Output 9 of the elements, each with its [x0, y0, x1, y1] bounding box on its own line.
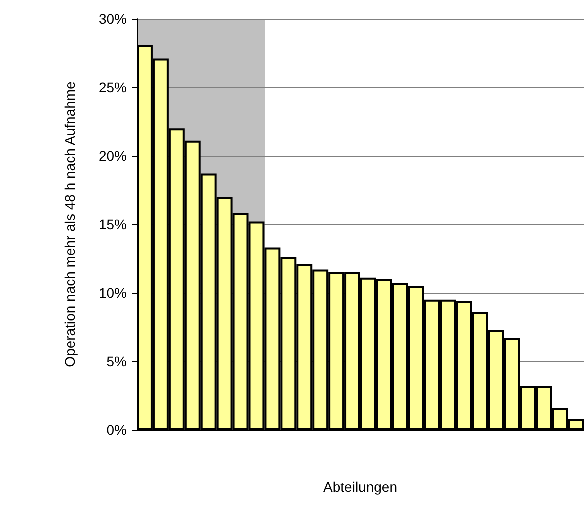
y-tick-label: 5% — [106, 354, 127, 370]
y-tick-label: 20% — [98, 148, 127, 164]
y-axis-title: Operation nach mehr als 48 h nach Aufnahme — [62, 81, 78, 368]
y-tick-label: 0% — [106, 422, 127, 438]
y-tick-label: 10% — [98, 285, 127, 301]
x-axis-title: Abteilungen — [324, 479, 398, 495]
y-tick-label: 25% — [98, 80, 127, 96]
y-tick-label: 30% — [98, 11, 127, 27]
y-tick-label: 15% — [98, 216, 127, 232]
